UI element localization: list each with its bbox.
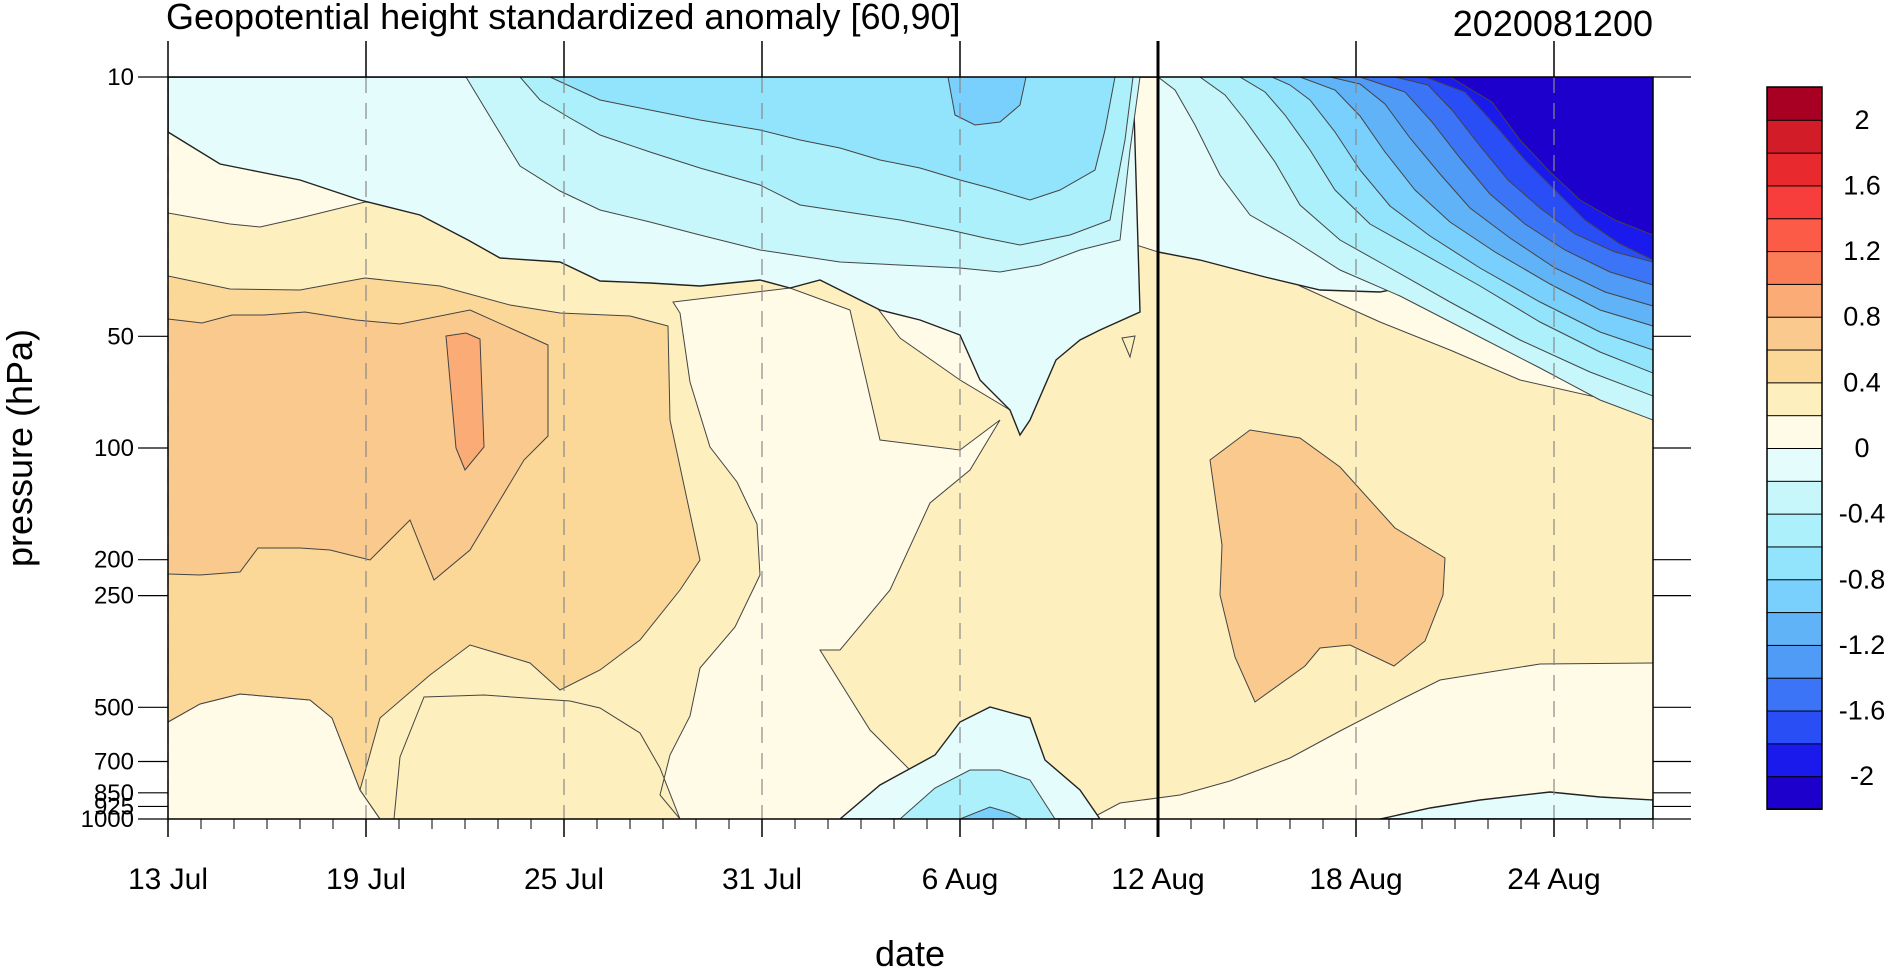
- colorbar-box: [1766, 119, 1823, 154]
- colorbar-box: [1766, 152, 1823, 187]
- contour-negative-1.6: [947, 77, 1027, 126]
- chart-subtitle: 2020081200: [1453, 3, 1653, 44]
- colorbar-label: 1.2: [1843, 236, 1881, 266]
- colorbar-box: [1766, 217, 1823, 253]
- colorbar-box: [1766, 86, 1823, 121]
- x-tick-label: 24 Aug: [1507, 863, 1600, 896]
- x-axis-title: date: [875, 933, 945, 969]
- colorbar-label: 2: [1854, 105, 1869, 135]
- contour-fills: [168, 77, 1653, 819]
- x-tick-label: 25 Jul: [524, 863, 604, 896]
- colorbar-box: [1766, 414, 1823, 450]
- colorbar-box: [1766, 545, 1823, 581]
- colorbar-box: [1766, 578, 1823, 614]
- y-tick-label: 925: [94, 793, 134, 820]
- colorbar-box: [1766, 513, 1823, 548]
- y-tick-label: 50: [107, 323, 134, 350]
- contour-lower-right-neg: [1379, 791, 1653, 819]
- colorbar: -2 -1.6 -1.2 -0.8 -0.4 0 0.4 0.8 1.2 1.6 2: [1766, 86, 1886, 811]
- colorbar-box: [1766, 480, 1823, 515]
- x-tick-label: 18 Aug: [1309, 863, 1402, 896]
- colorbar-box: [1766, 710, 1823, 745]
- contour-positive-1.2: [445, 332, 485, 471]
- colorbar-box: [1766, 775, 1823, 811]
- colorbar-label: 1.6: [1843, 170, 1881, 200]
- colorbar-label: 0.8: [1843, 302, 1881, 332]
- colorbar-box: [1766, 677, 1823, 712]
- x-tick-label: 31 Jul: [722, 863, 802, 896]
- colorbar-box: [1766, 742, 1823, 778]
- chart-title: Geopotential height standardized anomaly…: [166, 0, 961, 37]
- colorbar-frame: [1766, 86, 1823, 810]
- y-tick-label: 250: [94, 583, 134, 610]
- colorbar-label: -1.6: [1839, 696, 1886, 726]
- y-axis-title: pressure (hPa): [0, 329, 40, 567]
- y-tick-label: 1000: [81, 806, 134, 833]
- x-tick-label: 19 Jul: [326, 863, 406, 896]
- colorbar-label: -0.4: [1839, 499, 1886, 529]
- y-tick-label: 10: [107, 64, 134, 91]
- colorbar-box: [1766, 644, 1823, 679]
- colorbar-box: [1766, 381, 1823, 417]
- colorbar-label: 0: [1854, 433, 1869, 463]
- x-tick-label: 6 Aug: [922, 863, 999, 896]
- y-tick-label: 700: [94, 749, 134, 776]
- contour-positive-small: [1121, 335, 1136, 359]
- y-tick-label: 500: [94, 694, 134, 721]
- colorbar-box: [1766, 611, 1823, 646]
- colorbar-label: -0.8: [1839, 564, 1886, 594]
- colorbar-box: [1766, 316, 1823, 351]
- y-tick-label: 100: [94, 435, 134, 462]
- colorbar-box: [1766, 184, 1823, 220]
- colorbar-box: [1766, 447, 1823, 482]
- x-tick-label: 12 Aug: [1111, 863, 1204, 896]
- contour-lower-neg-c: [959, 806, 1023, 819]
- x-tick-label: 13 Jul: [128, 863, 208, 896]
- colorbar-label: -2: [1850, 761, 1874, 791]
- colorbar-box: [1766, 349, 1823, 384]
- colorbar-box: [1766, 250, 1823, 285]
- colorbar-label: 0.4: [1843, 367, 1881, 397]
- contour-upper-right-9: [1449, 77, 1653, 236]
- x-axis-ticks: 13 Jul 19 Jul 25 Jul 31 Jul 6 Aug 12 Aug 18 Au…: [128, 41, 1654, 896]
- colorbar-box: [1766, 283, 1823, 318]
- y-tick-label: 850: [94, 780, 134, 807]
- y-tick-label: 200: [94, 547, 134, 574]
- contour-lower-neg-b: [899, 769, 1056, 819]
- contour-positive-0.8-b: [1209, 429, 1446, 703]
- colorbar-label: -1.2: [1839, 630, 1886, 660]
